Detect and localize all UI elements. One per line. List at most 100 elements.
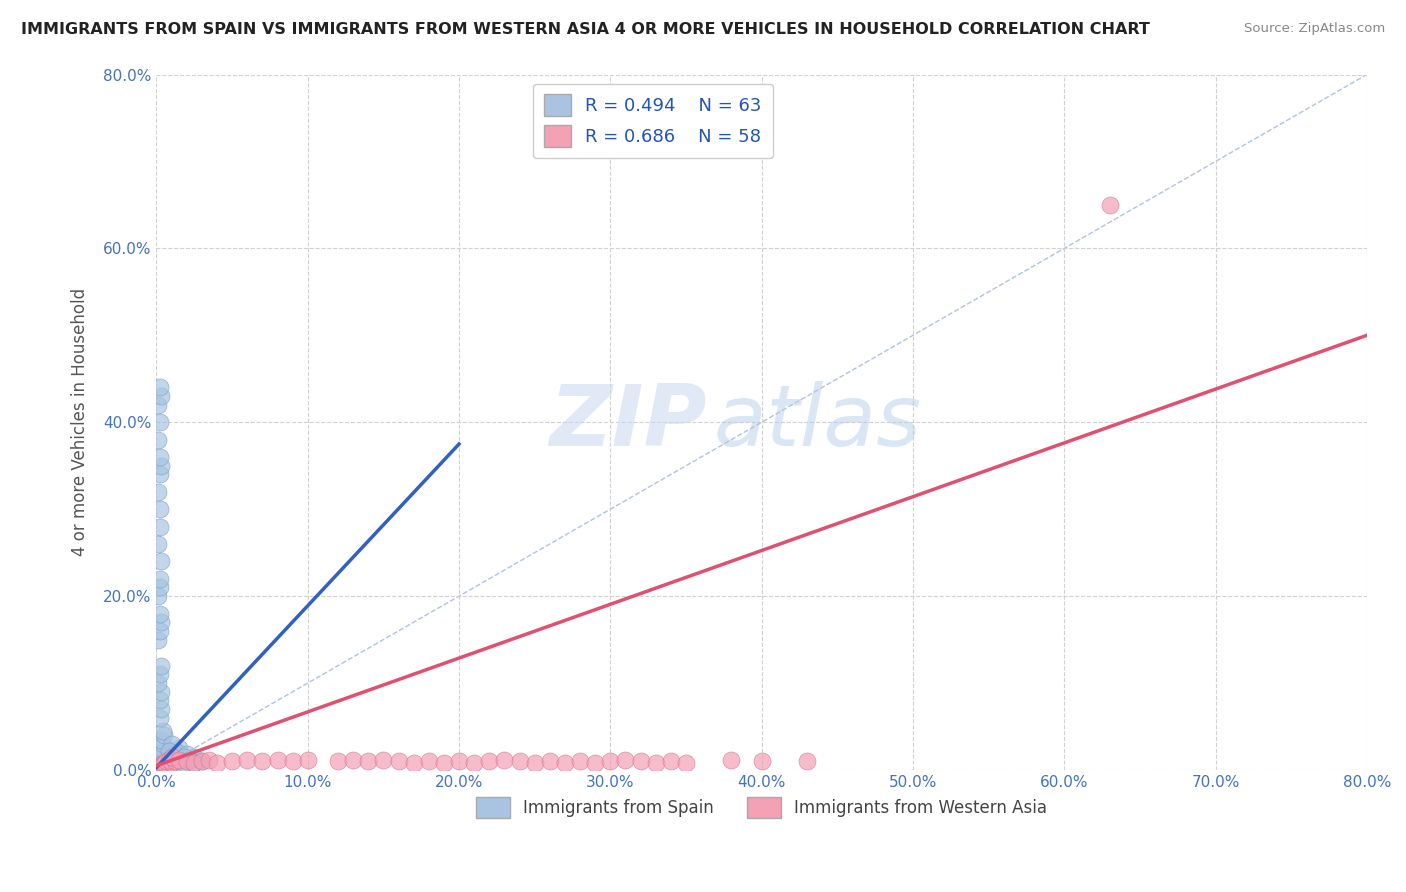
Point <box>1098 198 1121 212</box>
Legend: Immigrants from Spain, Immigrants from Western Asia: Immigrants from Spain, Immigrants from W… <box>470 790 1053 824</box>
Point <box>266 753 288 767</box>
Point <box>148 380 170 394</box>
Point <box>150 761 173 775</box>
Point <box>160 750 183 764</box>
Point <box>155 759 177 773</box>
Text: ZIP: ZIP <box>550 381 707 464</box>
Point <box>569 754 592 768</box>
Point <box>153 757 176 772</box>
Point <box>146 484 169 499</box>
Point <box>176 753 198 767</box>
Point <box>150 658 173 673</box>
Point <box>373 753 395 767</box>
Point <box>150 685 173 699</box>
Point <box>148 756 170 771</box>
Point <box>326 754 349 768</box>
Point <box>751 754 773 768</box>
Point <box>720 753 742 767</box>
Point <box>150 757 173 772</box>
Point <box>146 632 169 647</box>
Point <box>357 754 380 768</box>
Point <box>148 693 170 707</box>
Point <box>146 398 169 412</box>
Point <box>163 746 186 760</box>
Point <box>156 754 179 768</box>
Point <box>150 389 173 403</box>
Point <box>402 756 425 770</box>
Point <box>630 754 652 768</box>
Point <box>148 711 170 725</box>
Point <box>152 759 174 773</box>
Point <box>387 754 409 768</box>
Point <box>153 756 176 770</box>
Point <box>146 537 169 551</box>
Point <box>150 754 173 768</box>
Point <box>583 756 606 770</box>
Point <box>153 760 176 774</box>
Point <box>191 754 214 768</box>
Point <box>148 607 170 621</box>
Point <box>153 750 176 764</box>
Point <box>297 753 319 767</box>
Point <box>183 750 205 764</box>
Point <box>146 762 169 776</box>
Point <box>198 753 221 767</box>
Point <box>148 760 170 774</box>
Point <box>163 747 186 762</box>
Text: Source: ZipAtlas.com: Source: ZipAtlas.com <box>1244 22 1385 36</box>
Point <box>157 744 180 758</box>
Point <box>614 753 637 767</box>
Point <box>509 754 531 768</box>
Point <box>463 756 485 770</box>
Point <box>659 754 682 768</box>
Point <box>150 458 173 473</box>
Point <box>148 741 170 756</box>
Point <box>236 753 259 767</box>
Point <box>163 754 186 768</box>
Point <box>155 756 177 770</box>
Point <box>675 756 697 770</box>
Point <box>156 758 179 772</box>
Point <box>148 467 170 482</box>
Text: atlas: atlas <box>713 381 921 464</box>
Point <box>167 741 190 756</box>
Point <box>152 723 174 738</box>
Point <box>148 450 170 464</box>
Point <box>150 746 173 760</box>
Point <box>599 754 621 768</box>
Point <box>160 750 183 764</box>
Point <box>150 554 173 568</box>
Point <box>183 756 205 770</box>
Point <box>148 502 170 516</box>
Point <box>173 756 195 770</box>
Point <box>494 753 516 767</box>
Point <box>176 754 198 768</box>
Point <box>191 754 214 768</box>
Point <box>342 753 364 767</box>
Point <box>148 762 170 776</box>
Point <box>160 737 183 751</box>
Point <box>148 581 170 595</box>
Y-axis label: 4 or more Vehicles in Household: 4 or more Vehicles in Household <box>72 288 89 557</box>
Point <box>150 760 173 774</box>
Point <box>146 589 169 603</box>
Point <box>179 753 201 767</box>
Point <box>796 754 818 768</box>
Point <box>148 519 170 533</box>
Point <box>281 754 304 768</box>
Point <box>148 572 170 586</box>
Point <box>205 756 228 770</box>
Point <box>221 754 243 768</box>
Point <box>449 754 471 768</box>
Point <box>418 754 440 768</box>
Point <box>538 754 561 768</box>
Point <box>146 433 169 447</box>
Point <box>150 732 173 747</box>
Point <box>157 757 180 772</box>
Point <box>152 756 174 771</box>
Point <box>173 750 195 764</box>
Point <box>152 753 174 767</box>
Point <box>152 737 174 751</box>
Point <box>146 758 169 772</box>
Point <box>152 761 174 775</box>
